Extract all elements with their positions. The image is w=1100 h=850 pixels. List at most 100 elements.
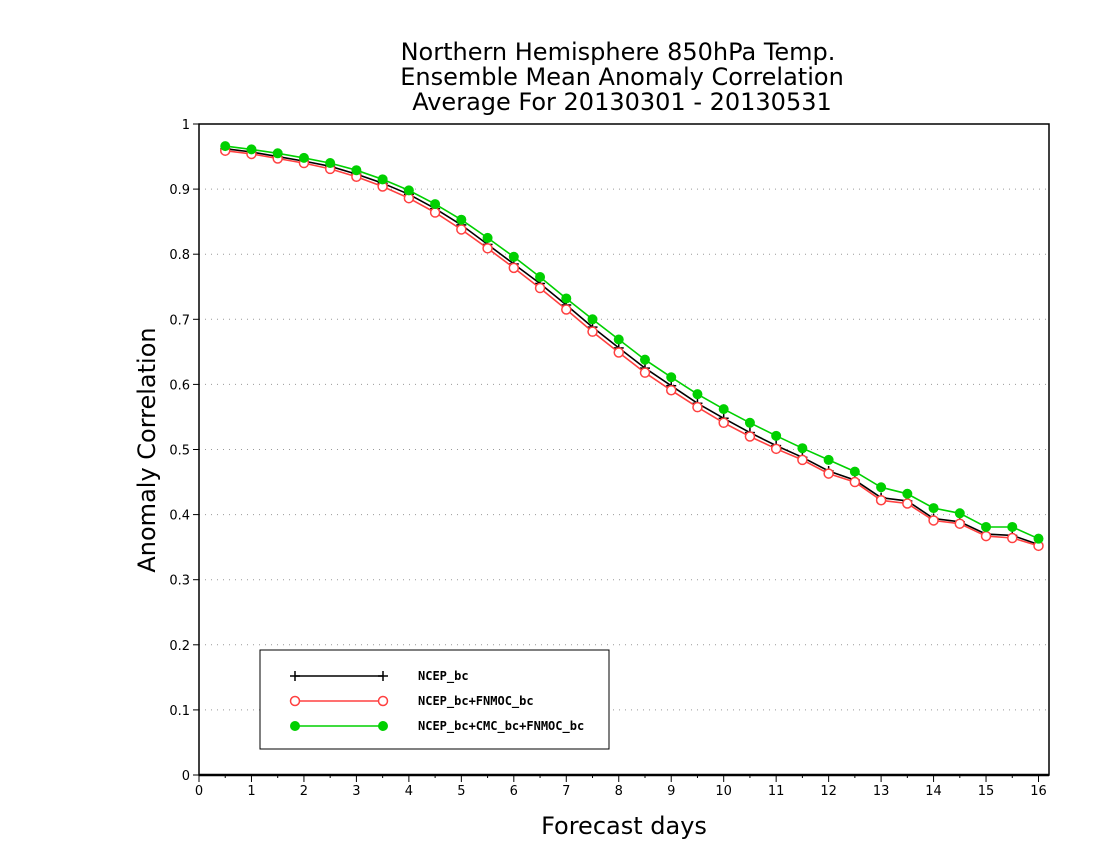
data-point: [849, 476, 861, 488]
title-line-1: Northern Hemisphere 850hPa Temp.: [401, 38, 836, 66]
data-point: [639, 367, 651, 378]
series-layer: [219, 141, 1044, 552]
x-tick-label: 9: [667, 784, 675, 799]
data-point: [823, 468, 834, 479]
y-tick-label: 0: [182, 769, 190, 784]
legend: NCEP_bc NCEP_bc+FNMOC_bc NCEP_bc+CMC_bc+FN…: [259, 649, 610, 750]
legend-item: NCEP_bc: [290, 669, 469, 684]
data-point: [272, 148, 283, 159]
legend-label: NCEP_bc+FNMOC_bc: [418, 694, 534, 709]
y-tick-label: 0.8: [169, 248, 190, 263]
legend-box: [259, 649, 610, 750]
series-2: [219, 145, 1044, 552]
x-tick-label: 0: [195, 784, 203, 799]
data-point: [325, 158, 336, 169]
series-3: [220, 141, 1044, 544]
title-line-2: Ensemble Mean Anomaly Correlation: [400, 63, 844, 91]
x-tick-label: 6: [510, 784, 518, 799]
data-point: [823, 454, 834, 465]
gridlines: [199, 188, 1049, 711]
x-tick-label: 7: [562, 784, 570, 799]
data-point: [535, 271, 546, 282]
data-point: [639, 354, 650, 365]
y-tick-label: 0.7: [169, 313, 190, 328]
x-tick-label: 15: [978, 784, 995, 799]
y-tick-label: 0.2: [169, 639, 190, 654]
data-point: [770, 443, 782, 455]
x-tick-label: 2: [300, 784, 308, 799]
data-point: [561, 293, 572, 304]
x-tick-label: 11: [768, 784, 785, 799]
legend-marker: [289, 695, 301, 707]
data-point: [508, 262, 520, 274]
data-point: [377, 174, 388, 185]
data-point: [797, 454, 808, 466]
data-point: [692, 401, 703, 413]
data-point: [246, 144, 257, 155]
x-tick-label: 10: [715, 784, 732, 799]
axes: 00.10.20.30.40.50.60.70.80.910 1 2 3 4 5 6 7 8 9 1…: [169, 118, 1050, 799]
y-tick-label: 1: [182, 118, 190, 133]
data-point: [771, 430, 782, 441]
title-line-3: Average For 20130301 - 20130531: [412, 88, 832, 116]
x-axis-label: Forecast days: [541, 812, 707, 840]
y-axis-label: Anomaly Correlation: [133, 327, 161, 572]
y-tick-label: 0.1: [169, 704, 190, 719]
data-point: [849, 466, 860, 477]
x-tick-label: 13: [873, 784, 890, 799]
x-tick-label: 14: [925, 784, 942, 799]
y-tick-label: 0.4: [169, 509, 190, 524]
y-tick-label: 0.3: [169, 574, 190, 589]
data-point: [902, 488, 913, 499]
y-tick-label: 0.6: [169, 378, 190, 393]
data-point: [981, 521, 992, 532]
data-point: [508, 251, 519, 262]
x-tick-label: 1: [247, 784, 255, 799]
legend-item: NCEP_bc+CMC_bc+FNMOC_bc: [290, 719, 584, 734]
data-point: [928, 503, 939, 514]
legend-item: NCEP_bc+FNMOC_bc: [289, 694, 534, 709]
legend-marker: [377, 695, 389, 707]
data-point: [587, 326, 598, 337]
data-point: [613, 347, 625, 358]
y-tick-label: 0.5: [169, 444, 190, 459]
data-point: [482, 243, 493, 254]
data-point: [1007, 521, 1018, 532]
x-tick-label: 8: [615, 784, 623, 799]
data-point: [613, 334, 624, 345]
data-point: [902, 498, 913, 509]
series-line: [225, 145, 1039, 540]
data-point: [456, 214, 467, 225]
data-point: [430, 199, 441, 210]
data-point: [954, 508, 965, 519]
data-point: [718, 417, 729, 429]
data-point: [456, 224, 467, 235]
data-point: [744, 431, 756, 442]
x-tick-label: 16: [1030, 784, 1047, 799]
series-line: [225, 149, 1039, 547]
data-point: [928, 515, 939, 526]
chart-title: Northern Hemisphere 850hPa Temp. Ensembl…: [400, 38, 844, 116]
data-point: [403, 185, 414, 196]
data-point: [718, 404, 729, 415]
x-tick-label: 3: [352, 784, 360, 799]
series-line: [225, 147, 1039, 546]
legend-marker: [378, 721, 388, 731]
data-point: [692, 389, 703, 400]
x-tick-label: 12: [820, 784, 837, 799]
x-tick-label: 4: [405, 784, 413, 799]
data-point: [797, 443, 808, 454]
series-1: [220, 143, 1044, 550]
data-point: [351, 165, 362, 176]
data-point: [665, 385, 677, 396]
data-point: [534, 282, 546, 294]
legend-label: NCEP_bc: [418, 669, 469, 684]
legend-label: NCEP_bc+CMC_bc+FNMOC_bc: [418, 719, 584, 734]
data-point: [1007, 532, 1018, 544]
data-point: [876, 482, 887, 493]
legend-marker: [290, 721, 300, 731]
x-tick-label: 5: [457, 784, 465, 799]
data-point: [587, 314, 598, 325]
y-tick-label: 0.9: [169, 183, 190, 198]
